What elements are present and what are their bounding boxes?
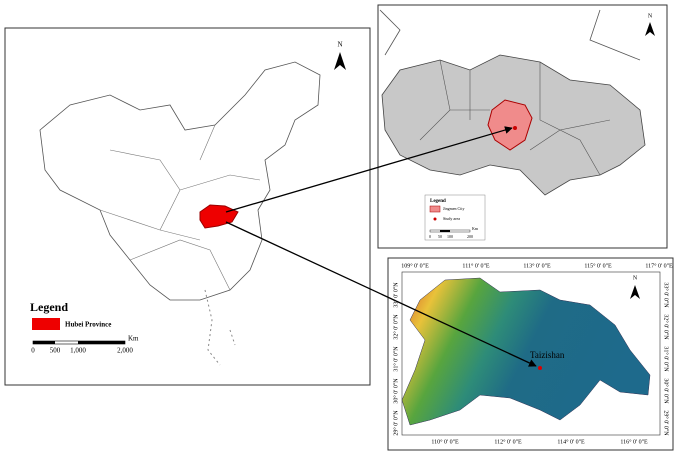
longitude-label: 117° 0' 0"E <box>645 262 673 269</box>
north-label: N <box>633 275 638 281</box>
latitude-label: 31° 0' 0"N <box>663 346 670 372</box>
latitude-label: 31° 0' 0"N <box>392 346 399 372</box>
dem-hubei <box>401 277 651 426</box>
latitude-label: 33° 0' 0"N <box>392 282 399 308</box>
legend-dot <box>433 217 437 221</box>
scale-label: 500 <box>50 347 61 355</box>
scale-label: 0 <box>429 234 431 239</box>
north-arrow <box>645 22 655 36</box>
latitude-label: 33° 0' 0"N <box>663 282 670 308</box>
scale-segment <box>33 341 55 344</box>
latitude-label: 32° 0' 0"N <box>663 314 670 340</box>
arrow-to-jingmen <box>225 126 513 213</box>
jingmen-city <box>487 99 533 151</box>
legend-item: Study area <box>443 216 460 221</box>
north-arrow <box>334 52 346 70</box>
north-label: N <box>648 13 653 19</box>
scale-label: 1,000 <box>70 347 86 355</box>
dem-frame <box>401 271 661 436</box>
scale-segment <box>440 230 450 232</box>
islands <box>204 289 236 366</box>
legend-swatch <box>32 318 60 330</box>
site-label: Taizishan <box>530 350 565 360</box>
legend-item: Jingmen City <box>443 206 464 211</box>
latitude-label: 30° 0' 0"N <box>392 378 399 404</box>
arrow-to-taizishan <box>225 221 537 367</box>
legend-item: Hubei Province <box>65 321 111 329</box>
latitude-label: 32° 0' 0"N <box>392 314 399 340</box>
legend-title: Legend <box>430 199 446 204</box>
province-borders <box>99 124 261 291</box>
latitude-label: 29° 0' 0"N <box>392 410 399 436</box>
longitude-label: 111° 0' 0"E <box>462 262 489 269</box>
scale-label: 50 <box>438 234 442 239</box>
longitude-label: 116° 0' 0"E <box>620 438 648 445</box>
north-arrow <box>630 285 640 299</box>
latitude-label: 29° 0' 0"N <box>663 410 670 436</box>
scale-label: 0 <box>31 347 35 355</box>
longitude-label: 112° 0' 0"E <box>494 438 522 445</box>
city-borders <box>419 59 611 176</box>
china-outline <box>39 61 321 301</box>
longitude-label: 110° 0' 0"E <box>431 438 459 445</box>
scale-label: 2,000 <box>117 347 133 355</box>
longitude-label: 115° 0' 0"E <box>584 262 612 269</box>
scale-unit: Km <box>472 226 479 231</box>
longitude-label: 109° 0' 0"E <box>401 262 429 269</box>
latitude-label: 30° 0' 0"N <box>663 378 670 404</box>
scale-label: 200 <box>467 234 473 239</box>
scale-segment <box>78 341 125 344</box>
neighbor-borders <box>379 9 641 61</box>
legend-title: Legend <box>30 300 68 314</box>
north-label: N <box>337 41 342 49</box>
scale-unit: Km <box>128 335 139 343</box>
longitude-label: 113° 0' 0"E <box>523 262 551 269</box>
legend-swatch <box>429 205 441 213</box>
taizishan-dot <box>538 366 542 370</box>
longitude-label: 114° 0' 0"E <box>557 438 585 445</box>
scale-label: 100 <box>447 234 453 239</box>
study-area-dot <box>513 126 517 130</box>
